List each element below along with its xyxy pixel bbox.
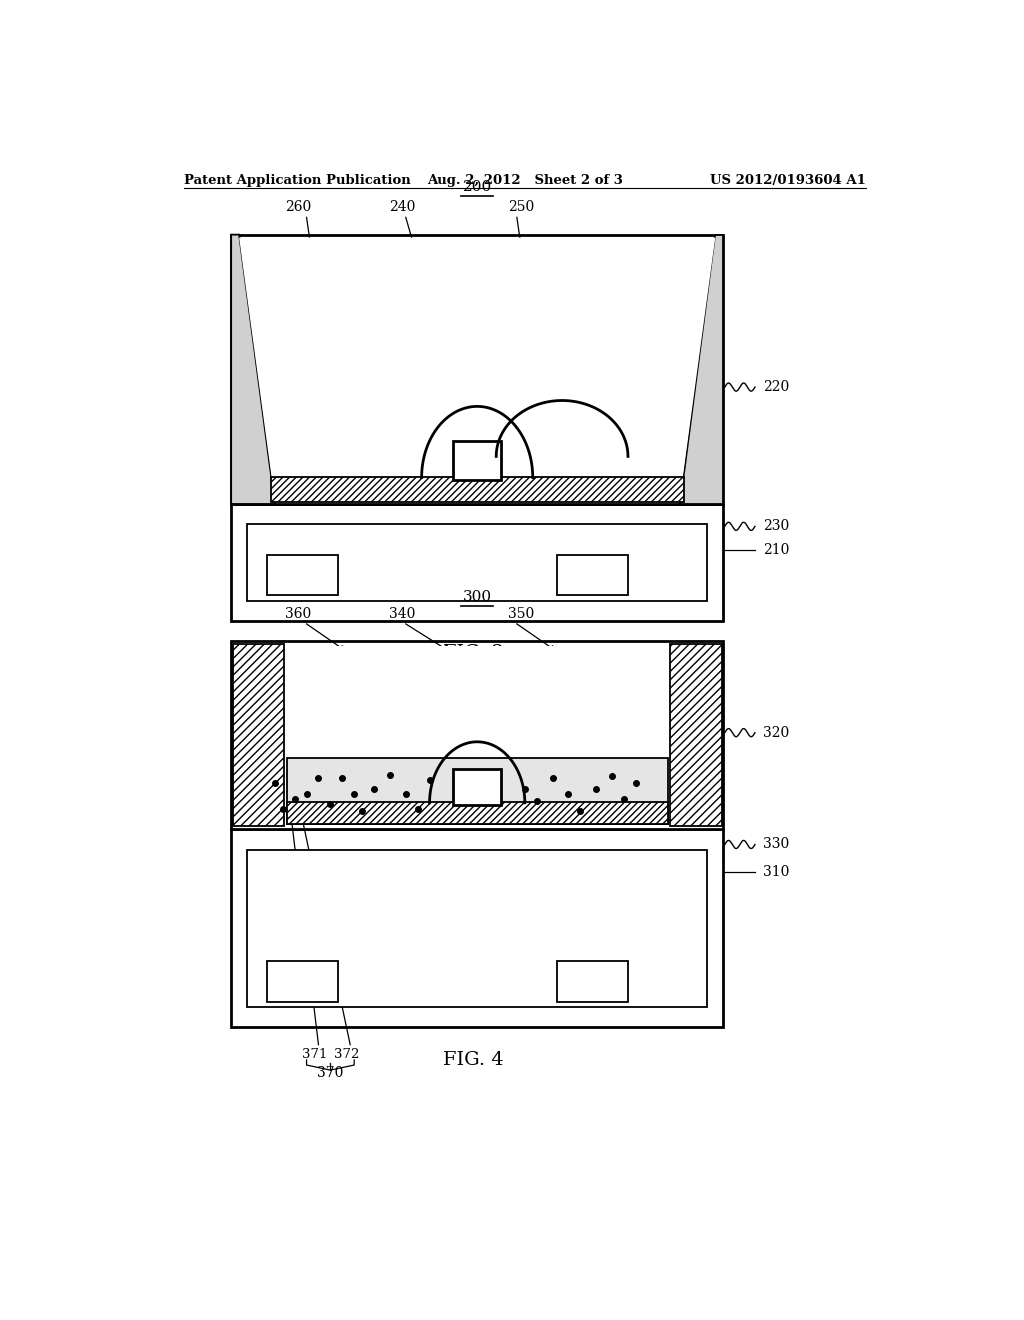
FancyBboxPatch shape xyxy=(287,758,668,824)
FancyBboxPatch shape xyxy=(231,504,723,620)
Text: FIG. 4: FIG. 4 xyxy=(442,1051,504,1069)
Polygon shape xyxy=(680,235,723,504)
FancyBboxPatch shape xyxy=(670,644,722,826)
FancyBboxPatch shape xyxy=(267,554,338,595)
Polygon shape xyxy=(231,235,274,504)
Text: 350: 350 xyxy=(508,607,534,620)
FancyBboxPatch shape xyxy=(231,829,723,1027)
Text: FIG. 3: FIG. 3 xyxy=(442,644,504,663)
FancyBboxPatch shape xyxy=(557,961,628,1002)
Text: 240: 240 xyxy=(388,201,415,214)
Text: 230: 230 xyxy=(763,519,790,533)
Text: 330: 330 xyxy=(763,837,790,851)
Text: US 2012/0193604 A1: US 2012/0193604 A1 xyxy=(711,174,866,187)
Text: 260: 260 xyxy=(286,201,311,214)
Text: 210: 210 xyxy=(763,543,790,557)
Text: Patent Application Publication: Patent Application Publication xyxy=(183,174,411,187)
FancyBboxPatch shape xyxy=(454,441,501,479)
FancyBboxPatch shape xyxy=(267,961,338,1002)
FancyBboxPatch shape xyxy=(247,850,708,1007)
Text: 371: 371 xyxy=(302,1048,328,1061)
Polygon shape xyxy=(240,238,715,500)
Text: Aug. 2, 2012   Sheet 2 of 3: Aug. 2, 2012 Sheet 2 of 3 xyxy=(427,174,623,187)
FancyBboxPatch shape xyxy=(286,647,669,824)
Text: 320: 320 xyxy=(763,726,790,739)
Text: 200: 200 xyxy=(463,180,492,194)
Text: 340: 340 xyxy=(388,607,415,620)
Text: 300: 300 xyxy=(463,590,492,603)
FancyBboxPatch shape xyxy=(247,524,708,601)
FancyBboxPatch shape xyxy=(231,235,723,504)
FancyBboxPatch shape xyxy=(232,644,285,826)
FancyBboxPatch shape xyxy=(557,554,628,595)
FancyBboxPatch shape xyxy=(231,642,723,829)
Text: 250: 250 xyxy=(508,201,534,214)
Text: 372: 372 xyxy=(334,1048,359,1061)
Text: 310: 310 xyxy=(763,865,790,879)
FancyBboxPatch shape xyxy=(270,477,684,502)
FancyBboxPatch shape xyxy=(287,801,668,824)
Text: 220: 220 xyxy=(763,380,790,395)
FancyBboxPatch shape xyxy=(454,770,501,805)
Text: 360: 360 xyxy=(286,607,311,620)
Text: 370: 370 xyxy=(317,1067,344,1080)
